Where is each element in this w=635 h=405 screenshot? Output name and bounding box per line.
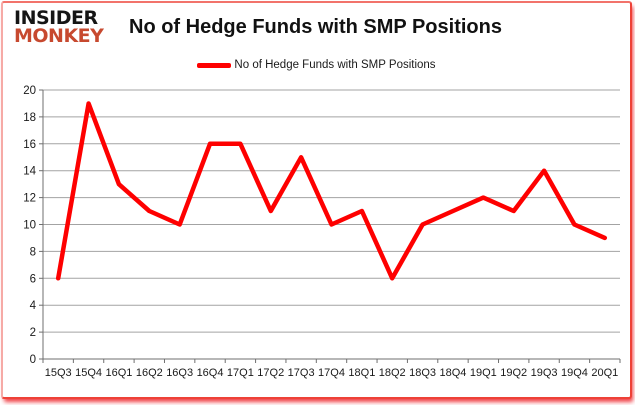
chart-card: INSIDER MONKEY No of Hedge Funds with SM… [1, 1, 632, 399]
y-axis-tick-label: 12 [23, 193, 36, 205]
chart-legend: No of Hedge Funds with SMP Positions [3, 59, 630, 71]
x-axis-tick-label: 19Q1 [470, 367, 497, 379]
logo-word-insider: INSIDER [14, 7, 98, 29]
legend-label: No of Hedge Funds with SMP Positions [234, 59, 436, 71]
y-axis-tick-label: 14 [23, 166, 36, 178]
x-axis-tick-label: 18Q3 [409, 367, 436, 379]
x-axis-tick-label: 18Q2 [379, 367, 406, 379]
x-axis-tick-label: 15Q4 [75, 367, 102, 379]
x-axis-tick-label: 16Q2 [136, 367, 163, 379]
x-axis-tick-label: 20Q1 [591, 367, 618, 379]
chart-title: No of Hedge Funds with SMP Positions [129, 16, 502, 38]
legend-line-swatch [197, 62, 232, 68]
x-axis-tick-label: 17Q2 [257, 367, 284, 379]
y-axis-tick-label: 0 [30, 354, 36, 366]
y-axis-tick-label: 18 [23, 112, 36, 124]
y-axis-tick-label: 20 [23, 85, 36, 97]
y-axis-tick-label: 6 [30, 273, 36, 285]
insider-monkey-logo: INSIDER MONKEY [14, 7, 104, 47]
y-axis-tick-label: 16 [23, 139, 36, 151]
x-axis-tick-label: 15Q3 [45, 367, 72, 379]
x-axis-tick-label: 17Q4 [318, 367, 345, 379]
y-axis-tick-label: 10 [23, 220, 36, 232]
y-axis-tick-label: 8 [30, 246, 36, 258]
x-axis-tick-label: 17Q3 [288, 367, 315, 379]
y-axis-tick-label: 2 [30, 327, 36, 339]
series-line-smp [55, 101, 608, 281]
x-axis-tick-label: 18Q4 [440, 367, 467, 379]
x-axis-tick-label: 18Q1 [348, 367, 375, 379]
x-axis-tick-label: 16Q3 [166, 367, 193, 379]
x-axis-tick-label: 19Q4 [561, 367, 588, 379]
x-axis-tick-label: 16Q4 [197, 367, 224, 379]
x-axis-tick-label: 17Q1 [227, 367, 254, 379]
line-chart-plot-area: 0 2 4 6 8 10 12 14 16 18 20 15Q3 15Q4 16Q1 16Q2 16Q3 16Q… [23, 85, 621, 379]
logo-word-monkey: MONKEY [14, 24, 104, 47]
y-axis-tick-label: 4 [30, 300, 37, 312]
x-axis-tick-label: 19Q3 [531, 367, 558, 379]
x-axis-tick-label: 19Q2 [500, 367, 527, 379]
x-axis-tick-label: 16Q1 [105, 367, 132, 379]
